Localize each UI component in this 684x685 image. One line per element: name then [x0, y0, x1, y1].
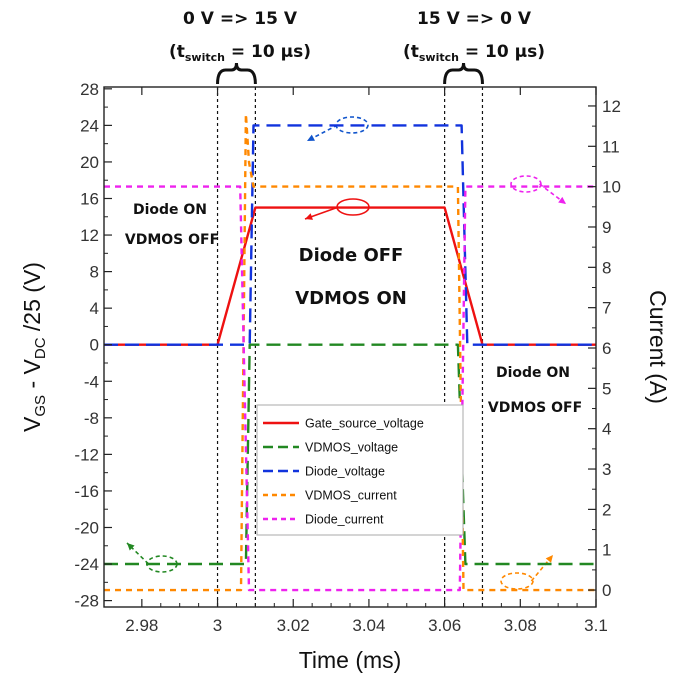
y-right-tick-label: 4: [602, 420, 611, 439]
x-tick-label: 3.1: [584, 616, 608, 635]
vdmos-current-indicator-arrowhead: [545, 555, 553, 563]
y-left-tick-label: -24: [74, 555, 99, 574]
diode-voltage-indicator-arrowhead: [307, 134, 315, 141]
x-tick-label: 3.04: [352, 616, 385, 635]
legend-box: [256, 404, 464, 536]
series-line-diode-voltage: [104, 124, 596, 346]
turn-on-voltage-step: 0 V => 15 V: [183, 9, 298, 29]
left-state-diode: Diode ON: [133, 202, 207, 218]
y-right-tick-label: 7: [602, 299, 611, 318]
legend-label: Gate_source_voltage: [305, 417, 424, 431]
turn-off-switch-time: (tswitch = 10 µs): [403, 42, 545, 64]
y-left-tick-label: -28: [74, 592, 99, 611]
x-tick-label: 3.02: [277, 616, 310, 635]
y-right-tick-label: 2: [602, 500, 611, 519]
x-tick-label: 3.06: [428, 616, 461, 635]
y-right-axis-title: Current (A): [645, 290, 671, 404]
x-tick-label: 3.08: [504, 616, 537, 635]
switch-brace: [216, 62, 257, 85]
vdmos-voltage-indicator-arrowhead: [127, 543, 135, 551]
right-state-diode: Diode ON: [496, 365, 570, 381]
y-right-tick-label: 0: [602, 581, 611, 600]
left-state-vdmos: VDMOS OFF: [125, 232, 219, 248]
diode-current-indicator-arrowhead: [558, 196, 566, 204]
y-right-tick-label: 8: [602, 258, 611, 277]
series-line-gate-source-voltage: [104, 206, 596, 346]
turn-on-switch-time: (tswitch = 10 µs): [169, 42, 311, 64]
y-right-tick-label: 9: [602, 218, 611, 237]
legend-label: VDMOS_current: [305, 489, 397, 503]
diode-current-indicator-ellipse: [510, 175, 542, 193]
y-right-tick-label: 10: [602, 178, 621, 197]
center-state-vdmos: VDMOS ON: [295, 288, 407, 309]
y-left-axis-title: VGS - VDC /25 (V): [19, 262, 49, 432]
y-left-tick-label: -12: [74, 445, 99, 464]
annotation-layer: 0 V => 15 V (tswitch = 10 µs) 15 V => 0 V (…: [125, 9, 582, 607]
y-left-tick-label: 16: [80, 189, 99, 208]
legend-label: Diode_voltage: [305, 465, 385, 479]
y-left-tick-label: -4: [84, 372, 99, 391]
vdmos-voltage-indicator-arrow: [126, 542, 150, 565]
y-right-tick-label: 6: [602, 339, 611, 358]
gate-voltage-indicator-arrowhead: [305, 213, 313, 220]
legend-label: Diode_current: [305, 513, 384, 527]
y-left-tick-label: 28: [80, 80, 99, 99]
y-left-tick-label: 8: [90, 263, 99, 282]
y-right-tick-label: 1: [602, 541, 611, 560]
x-tick-label: 3: [213, 616, 222, 635]
y-left-tick-label: 24: [80, 116, 99, 135]
diode-current-indicator-arrow: [539, 183, 567, 205]
y-left-tick-label: 20: [80, 153, 99, 172]
y-left-tick-label: -16: [74, 482, 99, 501]
y-left-tick-label: 0: [90, 336, 99, 355]
y-right-tick-label: 11: [602, 137, 620, 156]
y-right-tick-label: 12: [602, 97, 621, 116]
turn-off-voltage-step: 15 V => 0 V: [417, 9, 532, 29]
switch-brace: [443, 62, 484, 85]
y-left-tick-label: -20: [74, 518, 99, 537]
y-left-tick-label: 4: [90, 299, 99, 318]
y-right-tick-label: 5: [602, 379, 611, 398]
x-axis-title: Time (ms): [299, 647, 402, 673]
legend: Gate_source_voltage VDMOS_voltage Diode_vo…: [256, 404, 464, 536]
y-left-tick-label: 12: [80, 226, 99, 245]
legend-label: VDMOS_voltage: [305, 441, 398, 455]
center-state-diode: Diode OFF: [299, 245, 404, 266]
series-line-vdmos-voltage: [104, 343, 596, 566]
axes-layer: 2.98 3 3.02 3.04 3.06 3.08 3.12824201612840-4-…: [19, 80, 671, 673]
series-line-diode-current: [104, 185, 596, 592]
y-right-tick-label: 3: [602, 460, 611, 479]
x-tick-label: 2.98: [125, 616, 158, 635]
right-state-vdmos: VDMOS OFF: [488, 400, 582, 416]
y-left-tick-label: -8: [84, 409, 99, 428]
vdmos-current-indicator-ellipse: [500, 572, 534, 590]
